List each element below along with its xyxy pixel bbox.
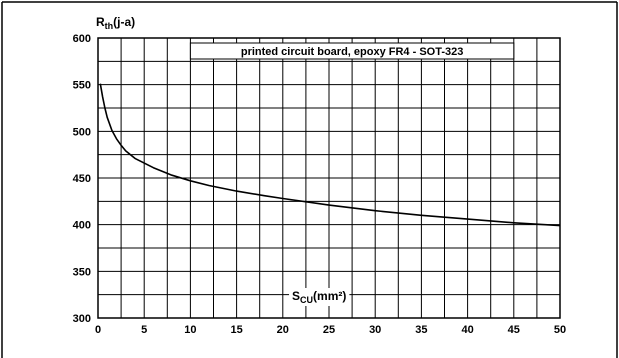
y-axis-title-sub: th <box>105 21 114 31</box>
x-axis-title: SCU(mm²) <box>292 289 346 305</box>
series-layer <box>99 83 561 227</box>
y-tick-label: 500 <box>73 126 91 138</box>
series-line-rth <box>99 83 561 227</box>
x-tick-label: 15 <box>230 324 242 336</box>
y-tick-label: 350 <box>73 266 91 278</box>
x-tick-label: 20 <box>277 324 289 336</box>
x-tick-label: 45 <box>508 324 520 336</box>
x-tick-label: 0 <box>95 324 101 336</box>
x-axis-title-main: S <box>292 289 300 303</box>
annotation-text: printed circuit board, epoxy FR4 - SOT-3… <box>241 46 464 58</box>
x-axis-title-sub: CU <box>300 295 313 305</box>
x-tick-labels: 0 5 10 15 20 25 30 35 40 45 50 <box>95 324 566 336</box>
y-axis-title-suffix: (j-a) <box>113 15 135 29</box>
plot-area-border <box>97 37 561 319</box>
annotation-box <box>189 42 515 60</box>
grid-lines <box>97 37 561 319</box>
x-tick-label: 35 <box>415 324 427 336</box>
y-tick-label: 550 <box>73 80 91 92</box>
x-tick-label: 5 <box>141 324 147 336</box>
y-axis-title: Rth(j-a) <box>96 15 135 31</box>
x-axis-title-suffix: (mm²) <box>313 289 346 303</box>
x-tick-label: 40 <box>461 324 473 336</box>
y-tick-labels: 300 350 400 450 500 550 600 <box>73 33 91 325</box>
y-tick-label: 450 <box>73 173 91 185</box>
x-tick-label: 50 <box>554 324 566 336</box>
y-tick-label: 600 <box>73 33 91 45</box>
x-tick-label: 30 <box>369 324 381 336</box>
x-tick-label: 10 <box>184 324 196 336</box>
y-axis-title-main: R <box>96 15 105 29</box>
y-tick-label: 400 <box>73 220 91 232</box>
x-axis-title-background <box>289 288 350 306</box>
y-tick-label: 300 <box>73 313 91 325</box>
x-tick-label: 25 <box>323 324 335 336</box>
